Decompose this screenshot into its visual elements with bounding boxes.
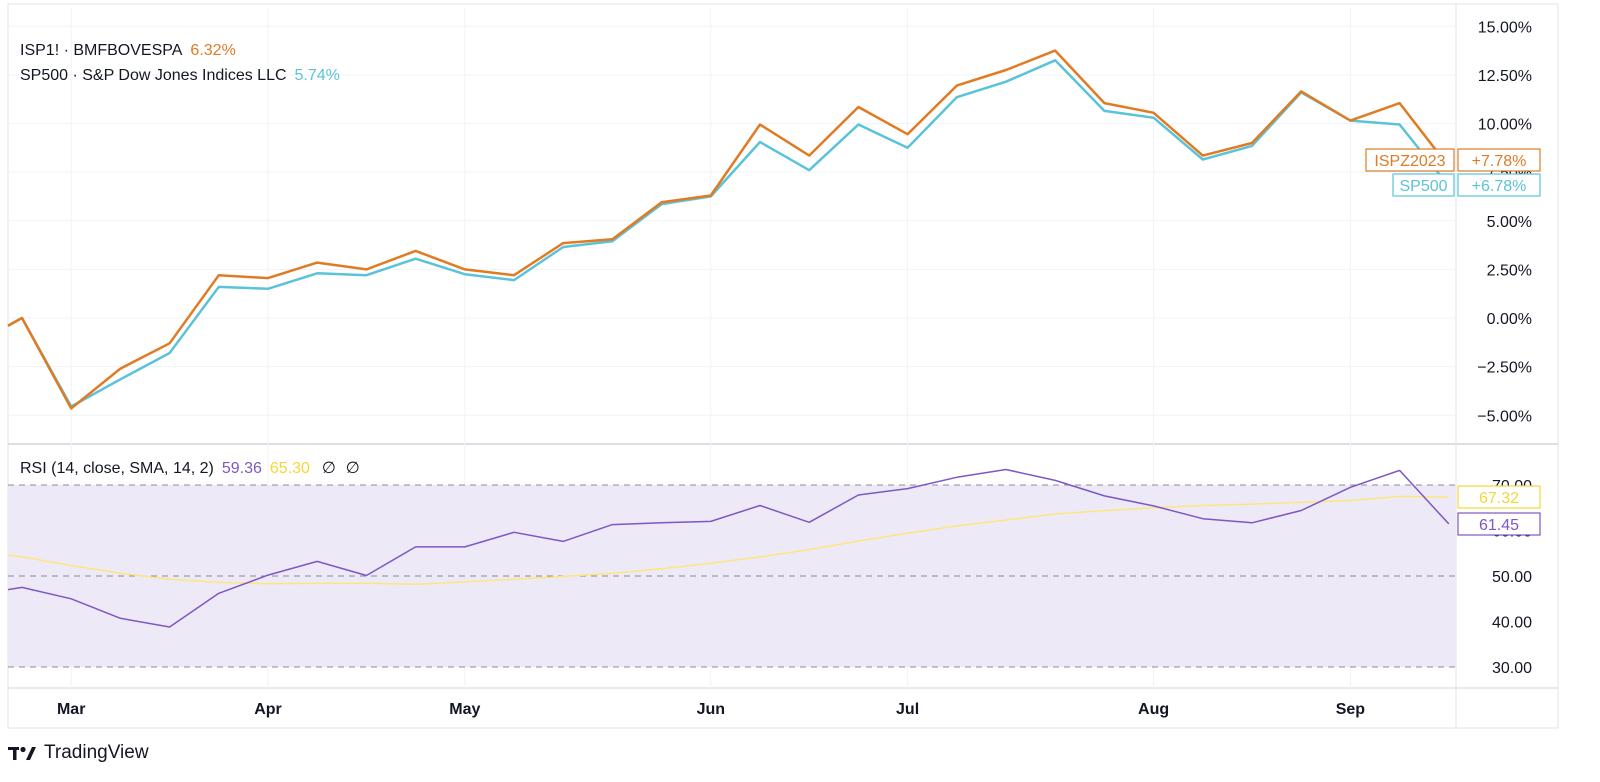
rsi-band [8,485,1456,667]
legend-rsi-extra1: ∅ [321,460,336,477]
x-tick-mar: Mar [57,701,85,718]
x-tick-jun: Jun [697,701,725,718]
y-tick-rsi: 30.00 [1492,660,1532,677]
rsi-sma-line [7,495,1449,585]
price-tag-sp500-label: SP500 [1399,178,1447,195]
price-tag-ispz2023-value: +7.78% [1472,153,1527,170]
price-tag-rsi-value-box [1457,512,1541,536]
y-tick-main: 10.00% [1478,117,1532,134]
price-tag-ispz2023-label: ISPZ2023 [1374,153,1445,170]
legend-series2[interactable]: SP500 · S&P Dow Jones Indices LLC 5.74% [20,67,340,85]
x-tick-jul: Jul [896,701,919,718]
legend-rsi-label: RSI (14, close, SMA, 14, 2) [20,460,214,477]
chart-frame [7,3,1559,729]
legend-rsi-value: 59.36 [221,460,262,477]
y-tick-main: −5.00% [1477,408,1532,425]
price-tag-rsi-value: 61.45 [1479,517,1519,534]
series-line-sp500 [7,59,1450,408]
x-tick-sep: Sep [1336,701,1366,718]
price-tag-rsi-sma-value-box [1457,485,1541,509]
price-tag-ispz2023-label-box [1365,148,1455,172]
tradingview-logo-icon [8,746,36,760]
price-tag-sp500-value-box [1457,173,1541,197]
y-tick-main: 0.00% [1487,311,1532,328]
legend-series1-label: ISP1! · BMFBOVESPA [20,42,183,59]
brand-name: TradingView [44,742,149,763]
brand[interactable]: TradingView [8,742,149,764]
price-tag-sp500-value: +6.78% [1472,178,1527,195]
price-tag-rsi-sma-value: 67.32 [1479,490,1519,507]
y-tick-main: −2.50% [1477,360,1532,377]
x-tick-apr: Apr [254,701,282,718]
y-tick-main: 5.00% [1487,214,1532,231]
y-tick-main: 2.50% [1487,262,1532,279]
legend-rsi-extra2: ∅ [345,460,360,477]
x-tick-may: May [449,701,480,718]
legend-rsi[interactable]: RSI (14, close, SMA, 14, 2) 59.36 65.30 ∅ ∅ [20,458,360,478]
price-tag-sp500-label-box [1392,173,1455,197]
y-tick-rsi: 50.00 [1492,569,1532,586]
series-lines [7,49,1450,628]
y-tick-main: 12.50% [1478,68,1532,85]
legend-rsi-sma-value: 65.30 [269,460,310,477]
legend-series1[interactable]: ISP1! · BMFBOVESPA 6.32% [20,42,236,60]
price-tags: ISPZ2023 +7.78% SP500 +6.78% 67.32 61.45 [1365,148,1541,536]
y-tick-rsi: 40.00 [1492,615,1532,632]
rsi-line [7,468,1450,628]
price-tag-ispz2023-value-box [1457,148,1541,172]
legend-series2-label: SP500 · S&P Dow Jones Indices LLC [20,67,287,84]
series-line-isp1 [7,49,1450,410]
y-tick-main: 15.00% [1478,19,1532,36]
legend-series1-value: 6.32% [190,42,236,59]
rsi-background [8,484,1456,668]
legend-series2-value: 5.74% [294,67,340,84]
x-tick-aug: Aug [1138,701,1169,718]
